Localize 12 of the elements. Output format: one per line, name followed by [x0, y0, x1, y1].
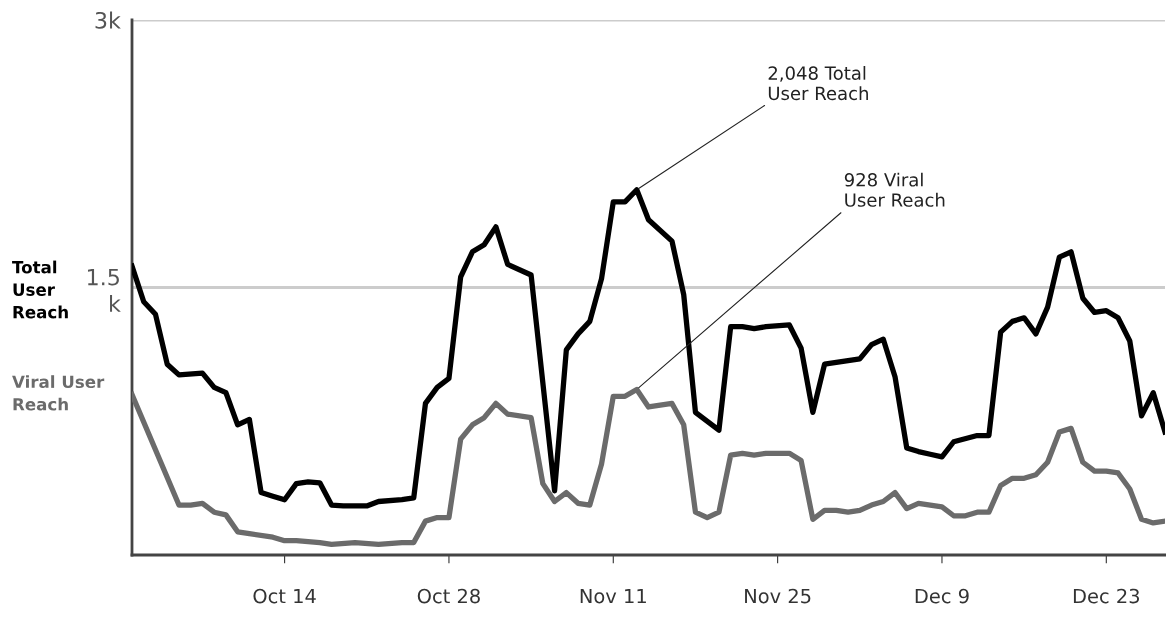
text: Total User Reach — [12, 260, 68, 319]
y-tick-label: 3k — [95, 11, 121, 29]
x-tick-label: Nov 25 — [745, 588, 811, 604]
x-tick-label: Dec 9 — [915, 588, 969, 604]
series-label: Viral User Reach — [12, 375, 105, 411]
x-tick-label: Oct 28 — [417, 588, 480, 604]
annotation: 928 Viral User Reach — [844, 172, 945, 207]
x-tick-label: Dec 23 — [1073, 588, 1140, 604]
y-tick-label: 1.5 k — [87, 268, 121, 312]
annotation: 2,048 Total User Reach — [768, 65, 868, 101]
x-tick-label: Oct 14 — [253, 588, 316, 604]
x-tick-label: Nov 11 — [580, 588, 646, 604]
